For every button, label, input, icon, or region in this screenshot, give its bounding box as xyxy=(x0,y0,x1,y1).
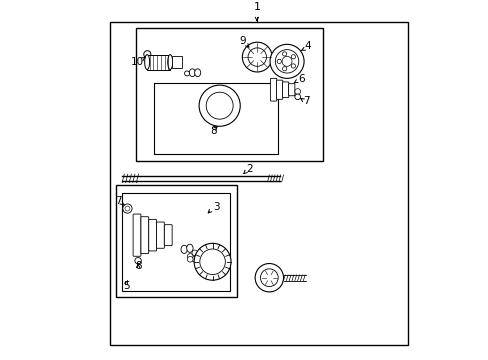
Circle shape xyxy=(277,59,281,63)
Circle shape xyxy=(269,44,304,78)
Ellipse shape xyxy=(144,55,149,69)
Circle shape xyxy=(294,94,300,100)
Text: 1: 1 xyxy=(253,3,260,12)
FancyBboxPatch shape xyxy=(282,82,288,98)
Circle shape xyxy=(282,52,286,56)
Bar xyxy=(147,55,170,69)
FancyBboxPatch shape xyxy=(148,219,156,251)
Circle shape xyxy=(125,206,130,211)
FancyBboxPatch shape xyxy=(276,80,282,99)
Circle shape xyxy=(187,253,193,259)
Circle shape xyxy=(291,64,295,68)
Circle shape xyxy=(122,204,132,213)
Circle shape xyxy=(260,269,278,287)
Text: 4: 4 xyxy=(304,41,311,51)
Circle shape xyxy=(247,48,266,66)
Text: 9: 9 xyxy=(239,36,246,46)
Text: 10: 10 xyxy=(130,57,143,67)
Ellipse shape xyxy=(194,69,200,77)
Circle shape xyxy=(196,253,202,259)
Text: 6: 6 xyxy=(297,74,304,84)
Circle shape xyxy=(199,85,240,126)
Text: 8: 8 xyxy=(210,126,217,135)
Text: 3: 3 xyxy=(212,202,219,212)
Circle shape xyxy=(291,55,295,59)
Text: 5: 5 xyxy=(123,281,129,291)
Circle shape xyxy=(294,89,300,94)
Circle shape xyxy=(143,51,151,58)
Bar xyxy=(172,56,182,68)
Circle shape xyxy=(135,257,141,264)
Ellipse shape xyxy=(189,69,195,77)
FancyBboxPatch shape xyxy=(270,78,276,101)
Circle shape xyxy=(255,264,283,292)
FancyBboxPatch shape xyxy=(141,217,148,253)
Ellipse shape xyxy=(181,245,187,253)
Text: 8: 8 xyxy=(135,261,141,271)
Text: 7: 7 xyxy=(302,96,309,106)
Circle shape xyxy=(192,250,197,256)
FancyBboxPatch shape xyxy=(133,214,141,256)
Ellipse shape xyxy=(167,55,172,69)
Ellipse shape xyxy=(186,244,193,252)
Circle shape xyxy=(282,57,291,66)
Text: 2: 2 xyxy=(246,164,253,174)
Circle shape xyxy=(242,42,272,72)
Circle shape xyxy=(184,71,189,76)
Text: 7: 7 xyxy=(115,196,122,206)
Circle shape xyxy=(275,50,298,73)
Circle shape xyxy=(206,92,233,119)
FancyBboxPatch shape xyxy=(288,84,294,96)
FancyBboxPatch shape xyxy=(164,225,172,246)
Circle shape xyxy=(200,249,225,275)
Circle shape xyxy=(282,67,286,71)
Circle shape xyxy=(192,256,197,262)
Circle shape xyxy=(187,256,193,262)
FancyBboxPatch shape xyxy=(156,222,164,248)
Circle shape xyxy=(194,243,230,280)
Bar xyxy=(109,22,407,345)
